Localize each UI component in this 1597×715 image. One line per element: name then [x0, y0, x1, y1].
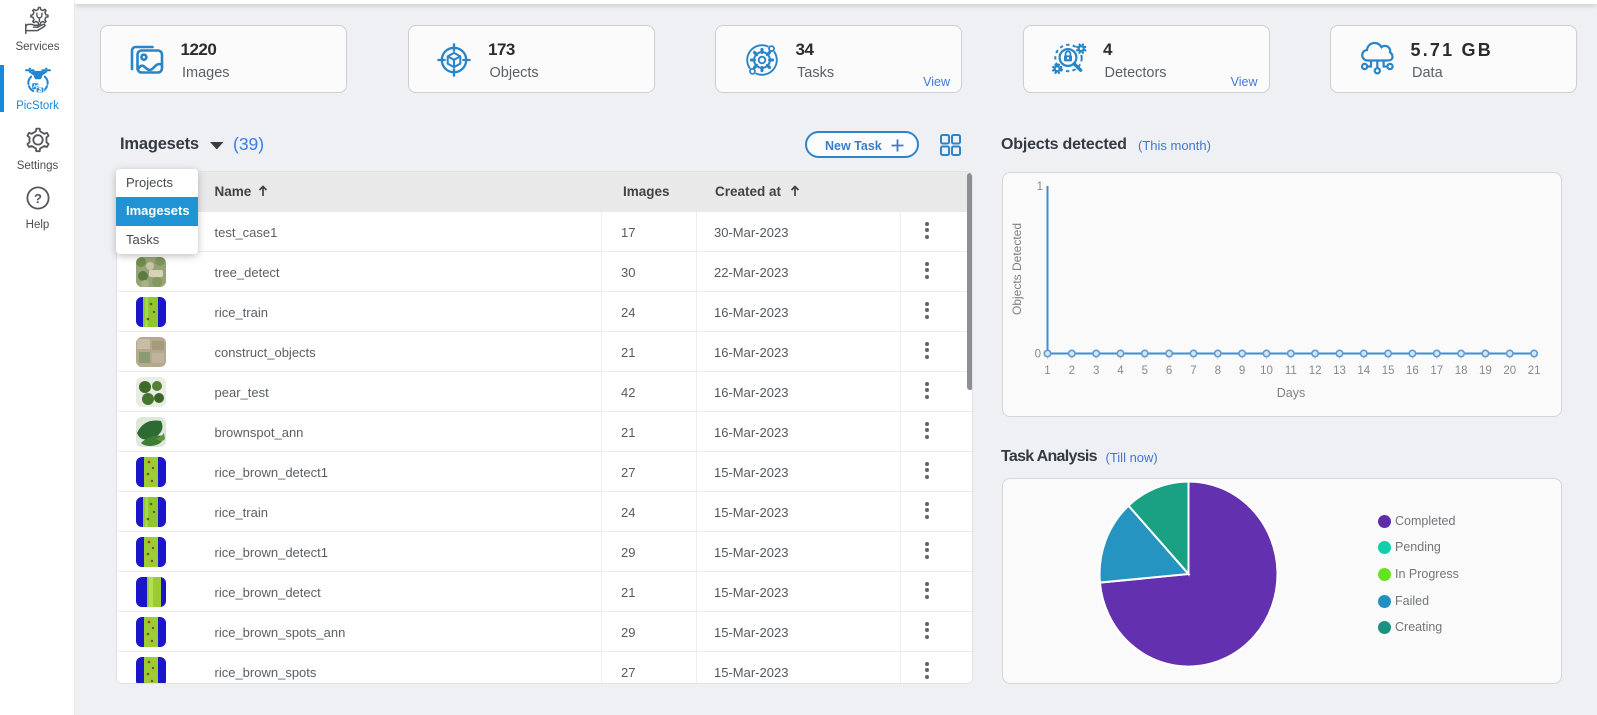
svg-text:2: 2	[1069, 365, 1075, 377]
svg-text:5: 5	[1142, 365, 1148, 377]
svg-text:20: 20	[1503, 365, 1516, 377]
svg-text:6: 6	[1166, 365, 1172, 377]
svg-text:8: 8	[1215, 365, 1221, 377]
svg-text:0: 0	[1035, 349, 1041, 361]
svg-text:12: 12	[1309, 365, 1322, 377]
svg-text:19: 19	[1479, 365, 1492, 377]
svg-text:21: 21	[1528, 365, 1541, 377]
svg-text:Objects Detected: Objects Detected	[1010, 223, 1024, 315]
svg-text:14: 14	[1357, 365, 1370, 377]
svg-text:15: 15	[1382, 365, 1395, 377]
svg-text:Days: Days	[1277, 386, 1305, 400]
svg-text:7: 7	[1190, 365, 1196, 377]
svg-text:?: ?	[34, 191, 42, 206]
svg-text:17: 17	[1430, 365, 1443, 377]
svg-text:11: 11	[1285, 365, 1297, 377]
svg-text:3: 3	[1093, 365, 1099, 377]
svg-text:18: 18	[1455, 365, 1468, 377]
svg-text:13: 13	[1333, 365, 1346, 377]
svg-text:9: 9	[1239, 365, 1245, 377]
svg-text:1: 1	[1044, 365, 1050, 377]
svg-text:4: 4	[1117, 365, 1124, 377]
svg-text:16: 16	[1406, 365, 1419, 377]
svg-text:1: 1	[1037, 181, 1043, 193]
svg-text:10: 10	[1260, 365, 1273, 377]
